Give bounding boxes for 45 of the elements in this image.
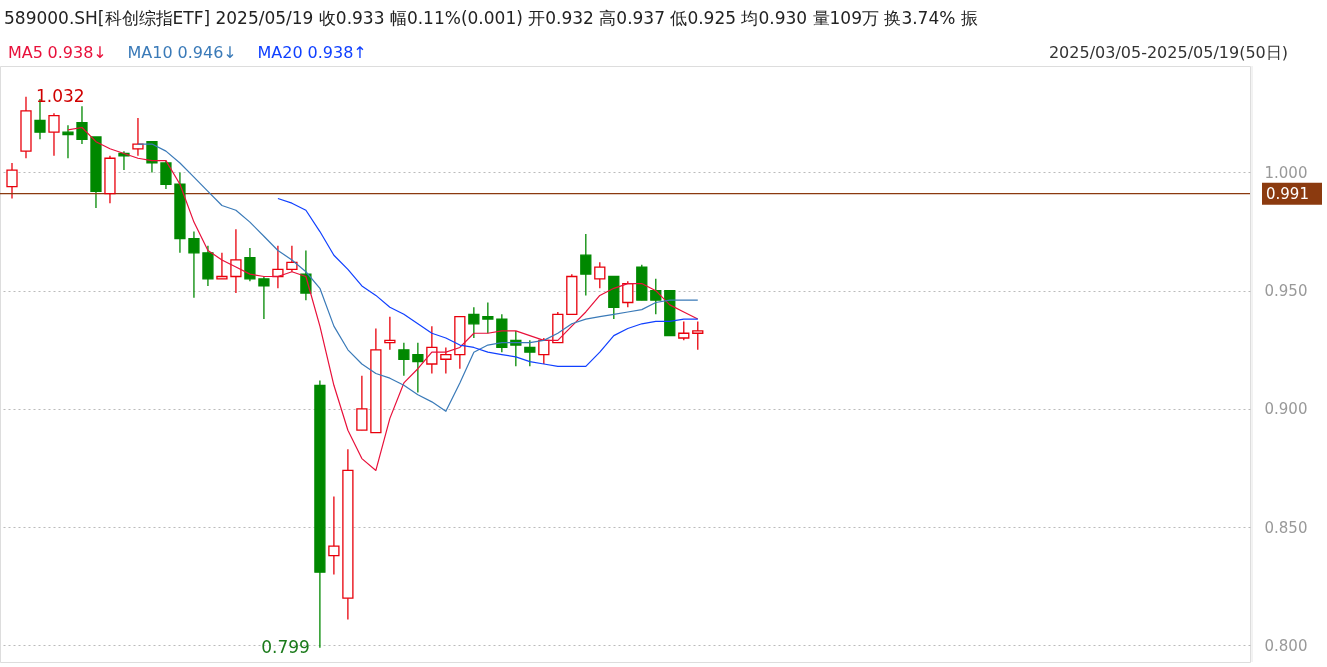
y-tick-label: 0.950 [1264, 282, 1308, 301]
text: MA5 [8, 43, 43, 62]
candlestick [678, 320, 690, 341]
y-tick-label: 0.900 [1264, 400, 1308, 419]
y-tick-label: 0.850 [1264, 518, 1308, 537]
candlestick [524, 339, 536, 368]
candlestick [398, 342, 410, 377]
y-tick-label: 0.800 [1264, 636, 1308, 655]
text: 2025/03/05-2025/05/19(50日) [1048, 43, 1288, 62]
candlestick [132, 117, 144, 157]
text: 0.946↓ [177, 43, 237, 62]
candlestick [258, 275, 270, 320]
candlestick [356, 375, 368, 431]
candlestick [6, 162, 18, 200]
candlestick [188, 230, 200, 299]
candlestick [328, 495, 340, 576]
y-tick-label: 1.000 [1264, 163, 1308, 182]
text: 589000.SH[科创综指ETF] 2025/05/19 收0.933 幅0.11%(0.001) 开0.932 高0.937 低0.925 均0.930 量109万 换3.74% 振 [4, 8, 978, 28]
candlestick [286, 245, 298, 273]
candlestick [692, 320, 704, 351]
candlestick [580, 233, 592, 297]
candlestick [412, 342, 424, 394]
candlestick [160, 159, 172, 190]
candlestick [650, 278, 662, 315]
text: MA20 [257, 43, 303, 62]
candlestick [244, 247, 256, 282]
candlestick [62, 124, 74, 159]
text: 0.938↑ [307, 43, 367, 62]
annotation: 1.032 [35, 85, 85, 106]
text: MA10 [127, 43, 173, 62]
candlestick [594, 261, 606, 289]
candlestick [468, 306, 480, 339]
ref-line-label: 0.991 [1266, 184, 1309, 203]
candlestick [440, 346, 452, 375]
annotation: 0.799 [261, 636, 310, 657]
text: 0.938↓ [47, 43, 107, 62]
candlestick [48, 112, 60, 157]
line-series [277, 197, 699, 367]
candlestick [230, 228, 242, 294]
candlestick [426, 325, 438, 375]
candlestick [482, 301, 494, 334]
candlestick [76, 105, 88, 145]
candlestick [622, 280, 634, 308]
candlestick [384, 316, 396, 351]
candlestick [216, 252, 228, 280]
